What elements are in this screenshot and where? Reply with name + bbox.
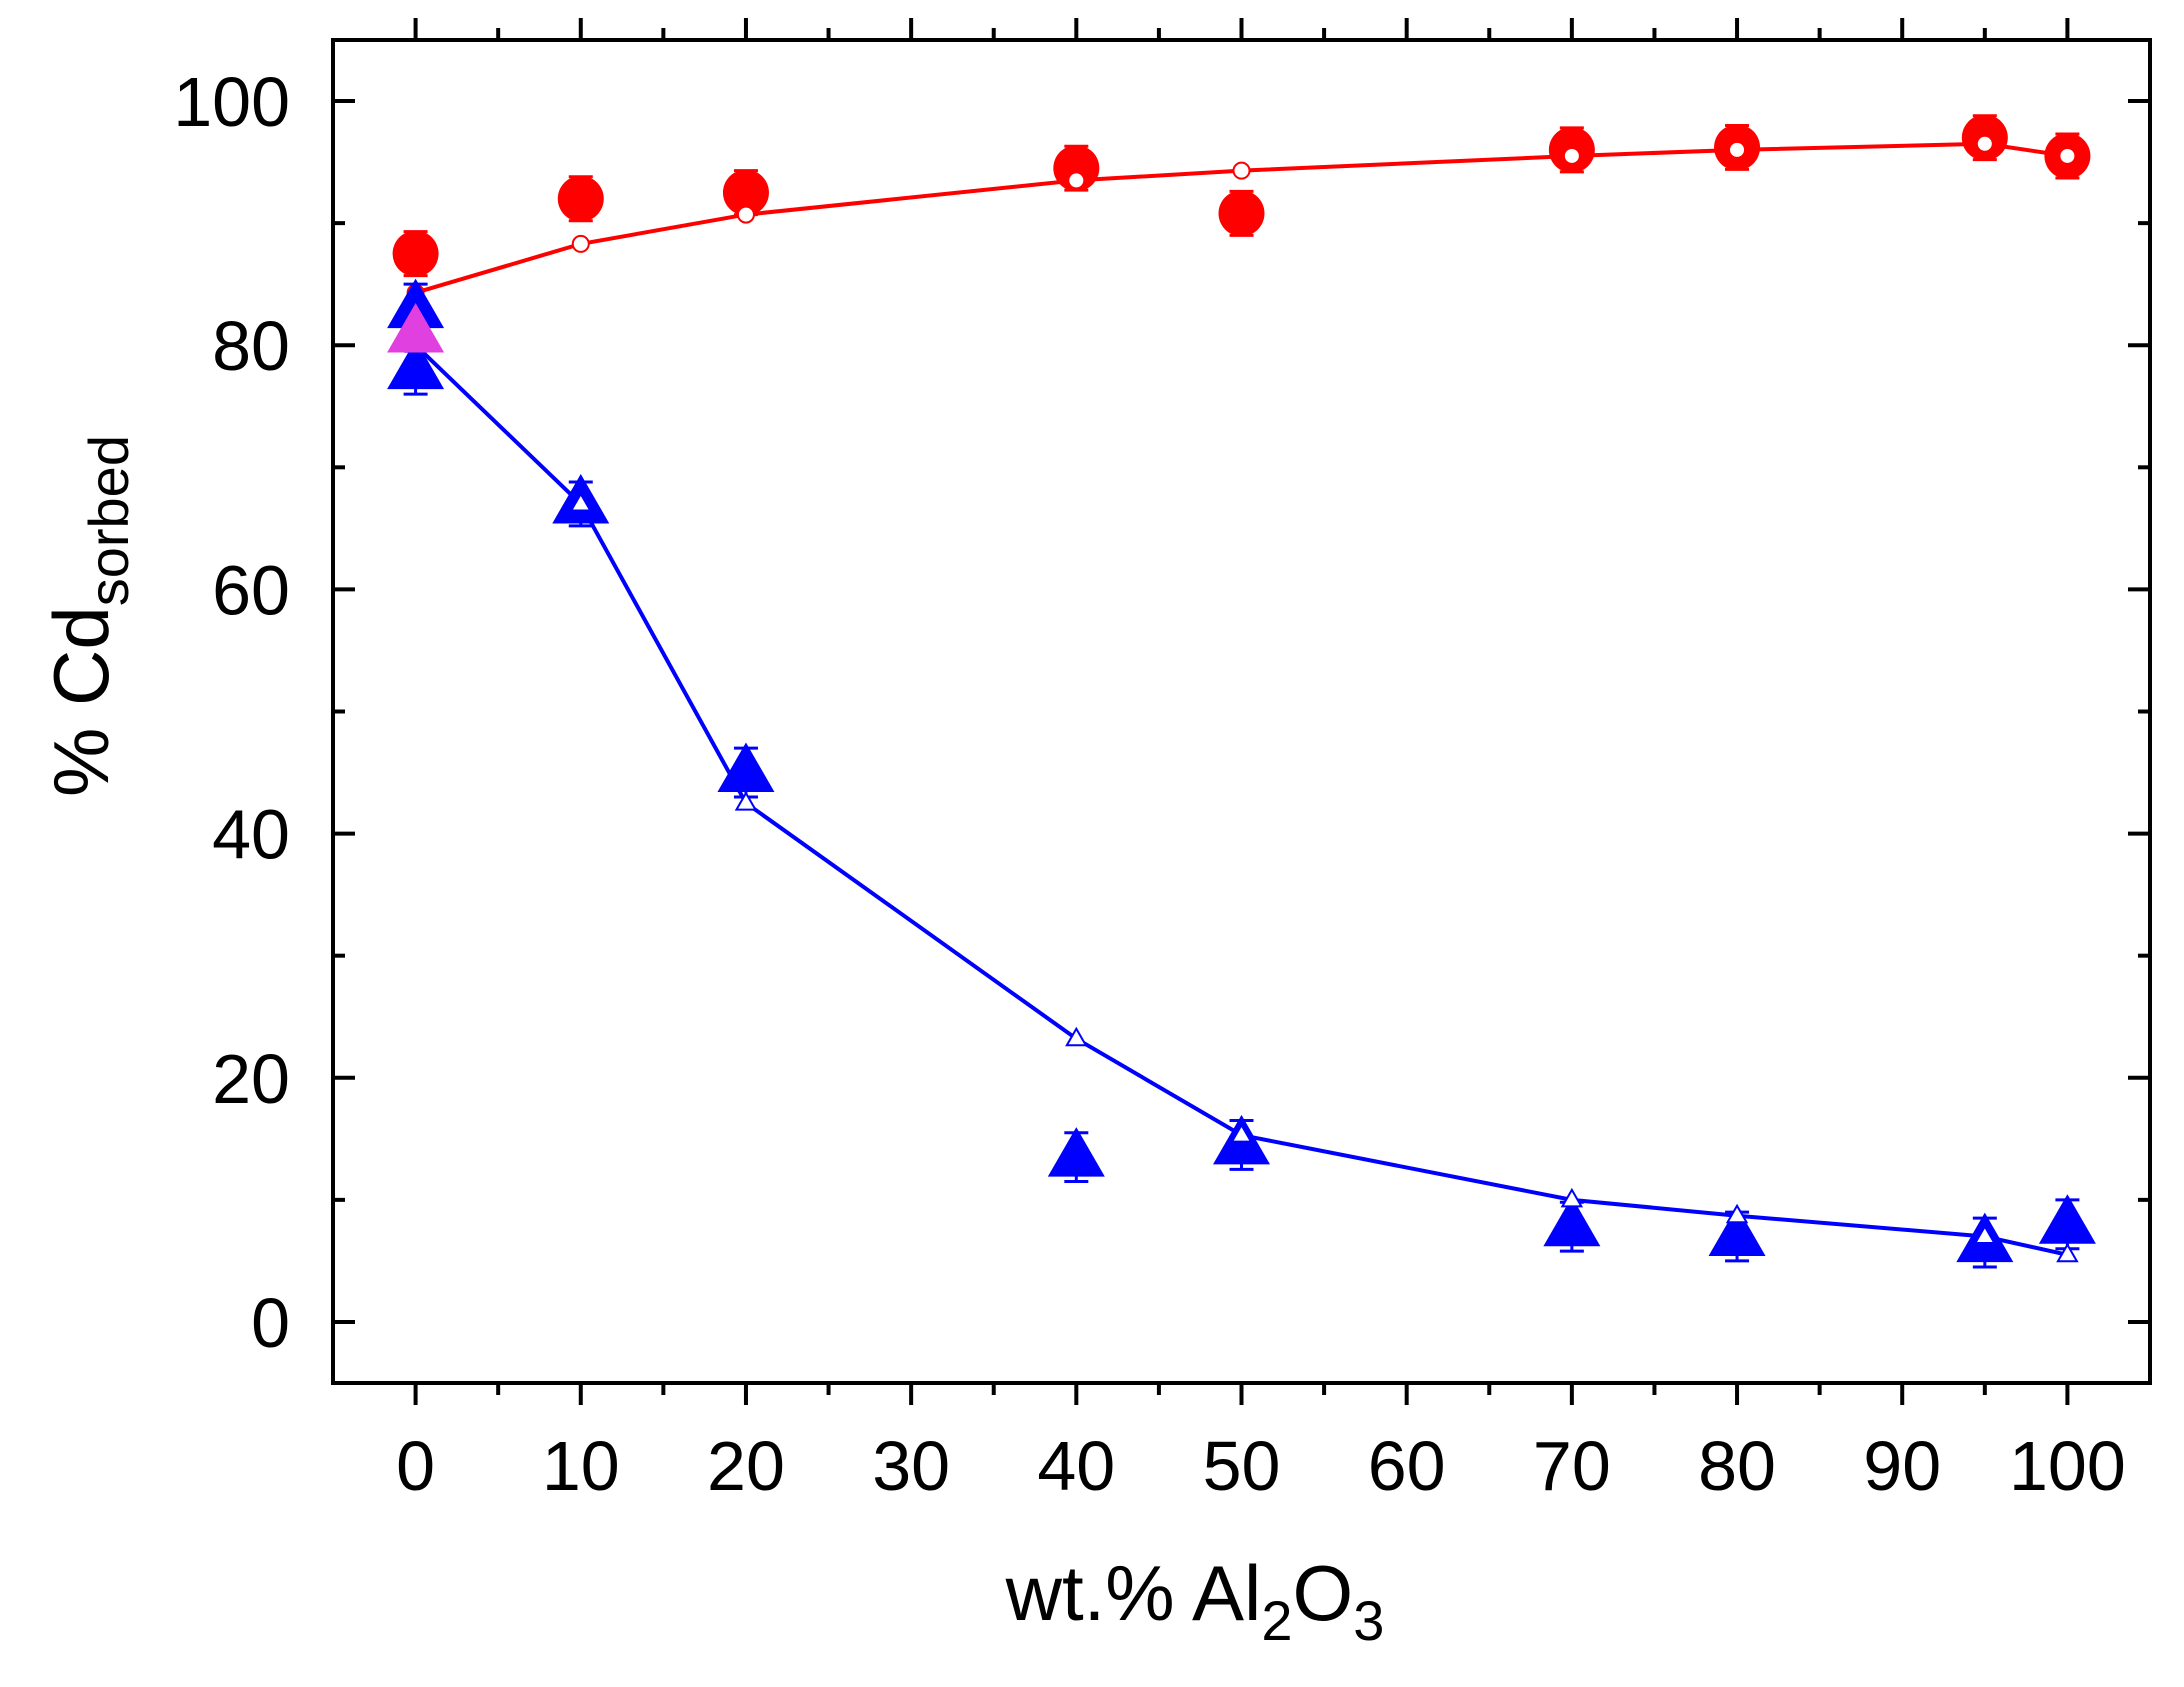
y-tick-label: 40	[212, 796, 290, 874]
data-point	[1725, 1203, 1749, 1224]
series-red-measured	[392, 114, 2091, 278]
data-point	[569, 491, 593, 512]
y-axis-title: % Cdsorbed	[37, 435, 140, 797]
axis-ticks	[333, 18, 2150, 1405]
data-point	[1067, 171, 1086, 190]
x-tick-label: 50	[1203, 1427, 1281, 1505]
y-tick-labels: 0 20 40 60 80 100	[173, 63, 290, 1362]
x-axis-title-mid: O	[1293, 1549, 1354, 1637]
data-point	[1975, 134, 1994, 153]
x-axis-title-sub2: 3	[1353, 1589, 1384, 1652]
y-axis-title-sub: sorbed	[77, 435, 140, 606]
data-point	[722, 169, 769, 216]
data-point	[1065, 1026, 1088, 1047]
data-point	[571, 234, 590, 253]
x-tick-label: 0	[396, 1427, 435, 1505]
y-tick-label: 100	[173, 63, 290, 141]
data-point	[1560, 1187, 1584, 1208]
data-point	[387, 303, 445, 353]
x-axis-title-main: wt.% Al	[1005, 1549, 1262, 1637]
x-tick-label: 30	[872, 1427, 950, 1505]
data-point	[734, 791, 758, 811]
x-tick-label: 80	[1698, 1427, 1776, 1505]
data-point	[557, 175, 604, 222]
series-magenta-point	[387, 303, 445, 353]
series-blue-measured	[387, 278, 2096, 1269]
data-point	[1728, 140, 1747, 159]
x-tick-labels: 0 10 20 30 40 50 60 70 80 90 100	[396, 1427, 2126, 1505]
data-point	[387, 339, 445, 390]
y-tick-label: 0	[251, 1284, 290, 1362]
data-point	[1562, 146, 1581, 165]
data-point	[1973, 1224, 1997, 1244]
y-axis-title-main: % Cd	[37, 606, 125, 797]
x-axis-title: wt.% Al2O3	[1005, 1549, 1385, 1652]
x-tick-label: 90	[1863, 1427, 1941, 1505]
x-tick-label: 10	[542, 1427, 620, 1505]
x-tick-label: 60	[1368, 1427, 1446, 1505]
data-point	[1230, 1123, 1253, 1143]
data-point	[1218, 190, 1265, 237]
x-tick-label: 40	[1037, 1427, 1115, 1505]
x-tick-label: 100	[2009, 1427, 2126, 1505]
data-point	[736, 205, 755, 224]
x-axis-title-sub1: 2	[1261, 1589, 1292, 1652]
y-tick-label: 80	[212, 307, 290, 385]
data-point	[392, 230, 439, 277]
data-point	[1232, 161, 1251, 180]
data-point	[1047, 1127, 1105, 1177]
data-point	[2058, 146, 2077, 165]
x-tick-label: 70	[1533, 1427, 1611, 1505]
y-tick-label: 60	[212, 551, 290, 629]
x-tick-label: 20	[707, 1427, 785, 1505]
data-point	[2038, 1194, 2096, 1244]
series-layer	[387, 114, 2096, 1269]
data-point	[2056, 1242, 2079, 1263]
y-tick-label: 20	[212, 1040, 290, 1118]
data-point	[1708, 1206, 1766, 1256]
data-point	[1543, 1196, 1601, 1247]
